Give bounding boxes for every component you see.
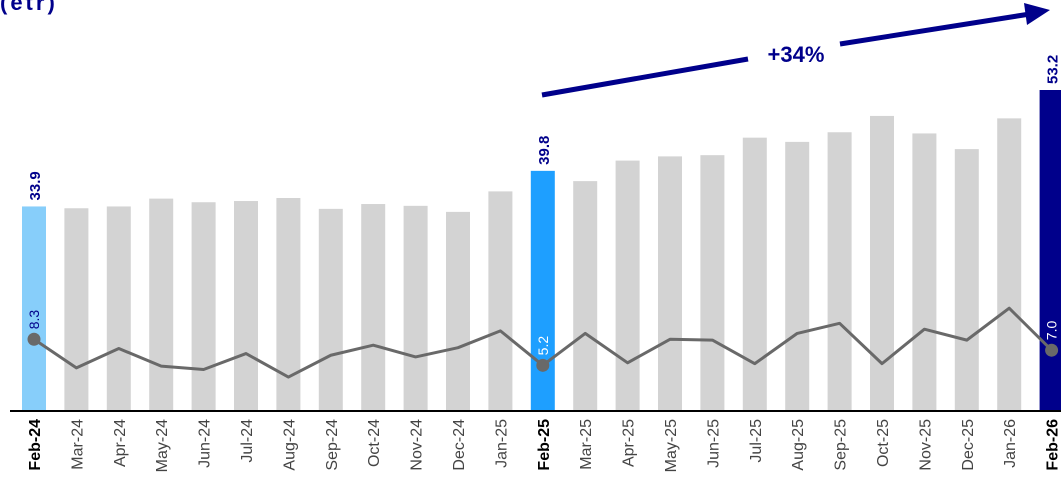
bar-value-label-Feb-25: 39.8 bbox=[536, 136, 553, 165]
bar-Jul-25 bbox=[742, 137, 767, 411]
x-tick-Dec-24: Dec-24 bbox=[451, 419, 468, 471]
x-tick-Mar-25: Mar-25 bbox=[578, 419, 595, 470]
x-tick-Aug-25: Aug-25 bbox=[790, 419, 807, 471]
growth-annotation: +34% bbox=[541, 3, 1050, 98]
bar-Jan-25 bbox=[488, 191, 513, 411]
x-tick-Apr-24: Apr-24 bbox=[112, 419, 129, 467]
bar-Oct-25 bbox=[870, 115, 894, 411]
growth-label: +34% bbox=[768, 42, 825, 67]
x-tick-Sep-25: Sep-25 bbox=[833, 419, 850, 471]
x-tick-May-25: May-25 bbox=[663, 419, 680, 472]
x-tick-Jul-25: Jul-25 bbox=[748, 419, 765, 463]
line-point-Feb-25 bbox=[536, 358, 550, 372]
line-value-label-Feb-26: 7.0 bbox=[1044, 321, 1060, 341]
line-value-label-Feb-24: 8.3 bbox=[26, 310, 42, 330]
bar-Jan-26 bbox=[997, 118, 1022, 412]
bar-Dec-24 bbox=[446, 211, 470, 411]
x-tick-Feb-24: Feb-24 bbox=[27, 419, 44, 471]
line-value-label-Feb-25: 5.2 bbox=[535, 336, 551, 356]
bar-Aug-24 bbox=[276, 198, 301, 411]
bar-Apr-25 bbox=[615, 160, 640, 411]
bar-Mar-24 bbox=[64, 208, 89, 411]
bar-Nov-24 bbox=[403, 205, 428, 411]
bar-Apr-24 bbox=[106, 206, 131, 411]
line-point-Feb-24 bbox=[27, 332, 41, 346]
bar-value-label-Feb-26: 53.2 bbox=[1045, 55, 1061, 84]
x-tick-Apr-25: Apr-25 bbox=[621, 419, 638, 467]
bar-Feb-26 bbox=[1039, 90, 1061, 411]
bar-Feb-24 bbox=[22, 206, 46, 411]
bar-Jul-24 bbox=[234, 201, 258, 411]
bar-Jun-25 bbox=[700, 155, 725, 411]
bar-Sep-24 bbox=[318, 208, 343, 411]
bar-Aug-25 bbox=[785, 141, 810, 411]
bar-Jun-24 bbox=[191, 202, 216, 411]
x-tick-Feb-25: Feb-25 bbox=[536, 419, 553, 471]
bar-value-label-Feb-24: 33.9 bbox=[27, 171, 44, 200]
x-tick-Aug-24: Aug-24 bbox=[281, 419, 298, 471]
bar-Mar-25 bbox=[573, 181, 598, 411]
x-tick-Jun-24: Jun-24 bbox=[197, 419, 214, 468]
line-point-Feb-26 bbox=[1045, 343, 1059, 357]
x-tick-Oct-24: Oct-24 bbox=[366, 419, 383, 467]
x-tick-Jan-26: Jan-26 bbox=[1002, 419, 1019, 468]
line-series-group: 8.3 5.2 7.0 bbox=[26, 306, 1060, 379]
bar-Oct-24 bbox=[361, 204, 386, 411]
growth-arrow-right bbox=[839, 11, 1031, 47]
bar-Feb-25 bbox=[530, 170, 555, 411]
x-tick-Jul-24: Jul-24 bbox=[239, 419, 256, 463]
x-tick-Jan-25: Jan-25 bbox=[493, 419, 510, 468]
x-tick-Jun-25: Jun-25 bbox=[705, 419, 722, 468]
x-tick-Sep-24: Sep-24 bbox=[324, 419, 341, 471]
x-tick-Oct-25: Oct-25 bbox=[875, 419, 892, 467]
x-tick-Dec-25: Dec-25 bbox=[960, 419, 977, 471]
x-tick-Feb-26: Feb-26 bbox=[1045, 419, 1061, 471]
x-tick-Nov-25: Nov-25 bbox=[917, 419, 934, 471]
growth-arrow-left bbox=[541, 56, 749, 98]
bar-May-25 bbox=[658, 156, 682, 411]
x-tick-May-24: May-24 bbox=[154, 419, 171, 472]
bar-labels-group: 33.9 39.8 53.2 bbox=[27, 55, 1061, 201]
bar-Nov-25 bbox=[912, 133, 937, 411]
x-tick-Mar-24: Mar-24 bbox=[69, 419, 86, 470]
bars-group bbox=[22, 90, 1061, 412]
x-tick-labels: Feb-24 Mar-24 Apr-24 May-24 Jun-24 Jul-24 Aug-… bbox=[27, 419, 1061, 472]
x-tick-Nov-24: Nov-24 bbox=[409, 419, 426, 471]
page-title: (etr) bbox=[0, 0, 58, 15]
bar-Dec-25 bbox=[954, 149, 979, 411]
bar-Sep-25 bbox=[827, 132, 852, 411]
bar-May-24 bbox=[149, 198, 174, 411]
growth-arrow-head bbox=[1024, 3, 1050, 25]
